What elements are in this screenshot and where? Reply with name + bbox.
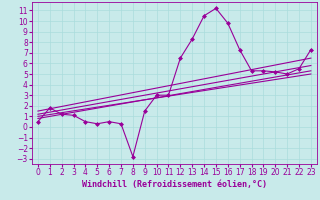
X-axis label: Windchill (Refroidissement éolien,°C): Windchill (Refroidissement éolien,°C) (82, 180, 267, 189)
